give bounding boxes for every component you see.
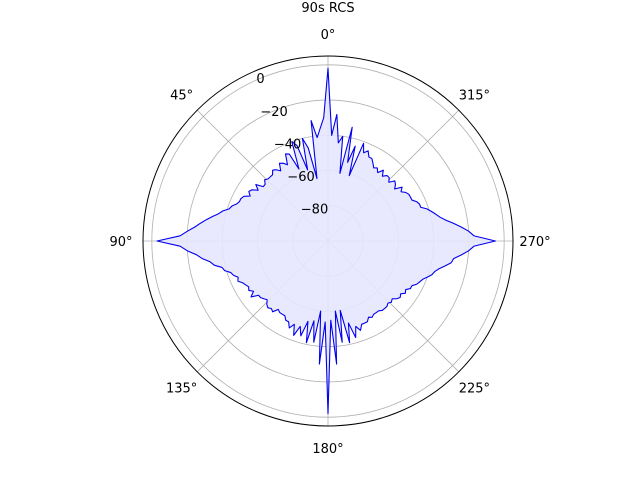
r-tick-label: 0 <box>256 72 264 87</box>
r-gridline <box>151 64 505 418</box>
r-tick-label: −40 <box>274 137 301 152</box>
theta-tick-label: 45° <box>170 89 193 104</box>
series-fill-area <box>157 68 496 414</box>
theta-tick-labels: 0° 45° 90° 135° 180° 225° 270° 315° <box>109 28 550 457</box>
r-tick-label: −60 <box>287 170 314 185</box>
theta-tick-label: 0° <box>321 28 336 43</box>
theta-tick-label: 315° <box>459 89 490 104</box>
theta-tick-label: 135° <box>166 381 197 396</box>
series-group <box>156 67 496 415</box>
series-line <box>156 67 496 415</box>
polar-outer-spine <box>142 55 514 427</box>
r-tick-label: −20 <box>260 105 287 120</box>
r-tick-label: −80 <box>301 202 328 217</box>
theta-tick-label: 225° <box>459 381 490 396</box>
chart-title: 90s RCS <box>301 1 354 16</box>
r-tick-labels: 0 −20 −40 −60 −80 <box>256 72 328 217</box>
theta-tick-label: 180° <box>312 442 343 457</box>
theta-tick-label: 270° <box>519 235 550 250</box>
theta-tick-label: 90° <box>109 235 132 250</box>
